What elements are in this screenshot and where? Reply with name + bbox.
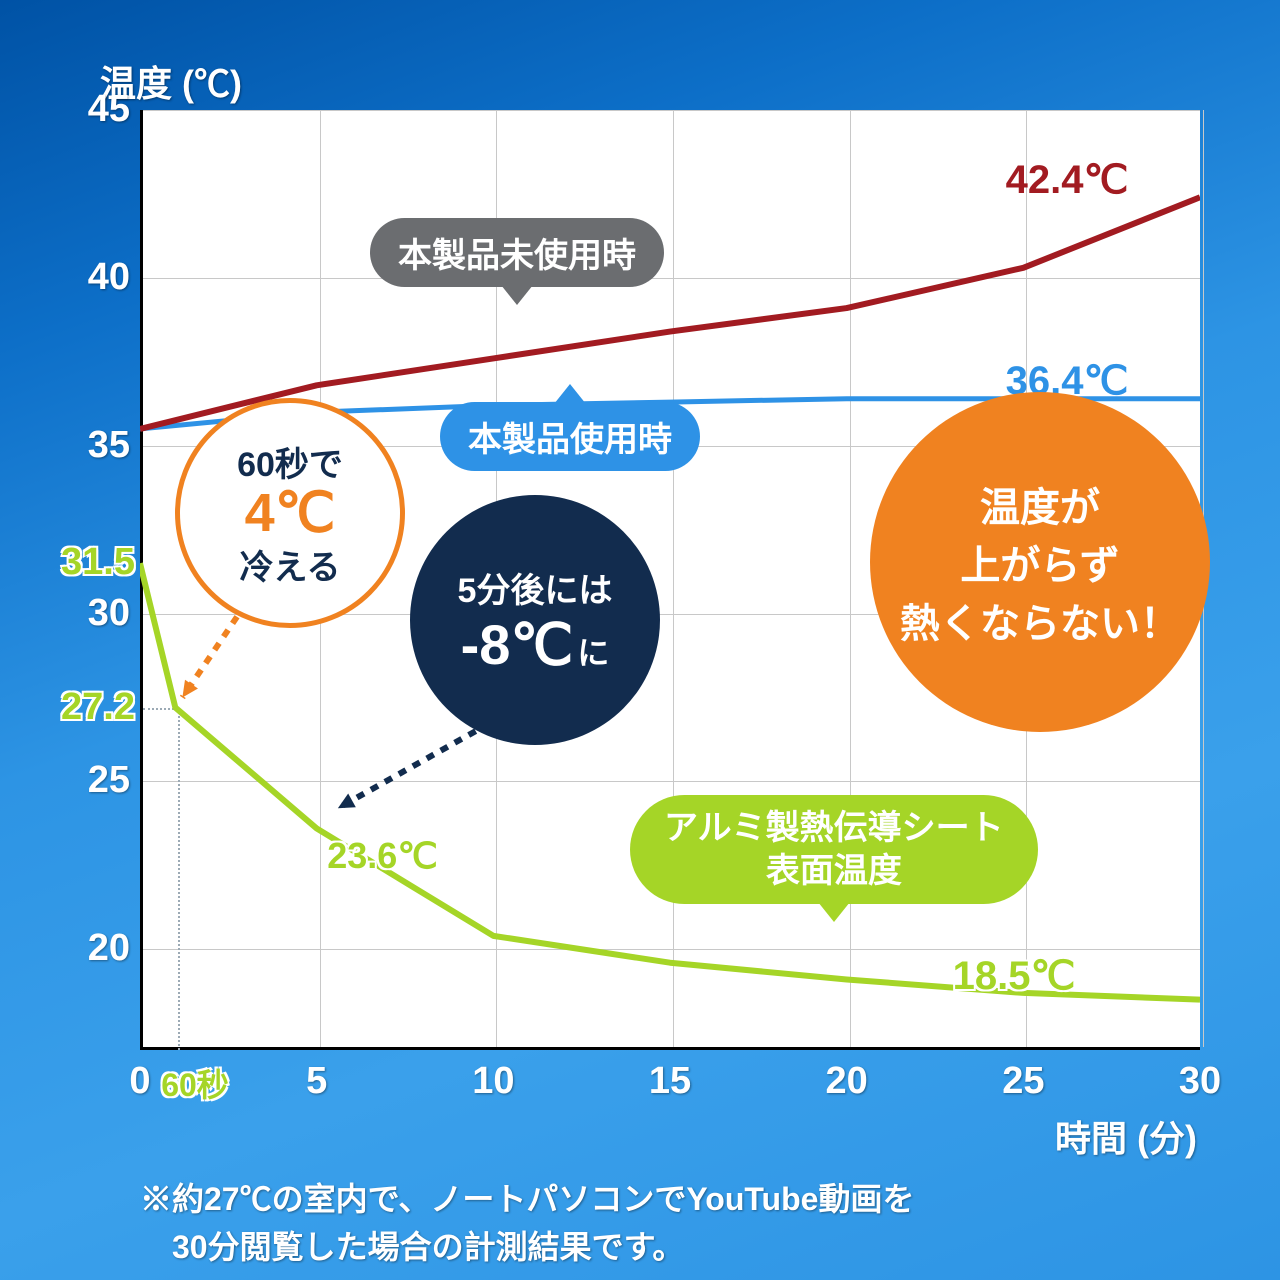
callout-5min-line1: 5分後には bbox=[458, 563, 613, 612]
callout-60sec-line2: 4℃ bbox=[245, 486, 336, 540]
end-label-green: 18.5℃ bbox=[953, 953, 1076, 999]
xtick: 10 bbox=[463, 1060, 523, 1103]
legend-pill-green: アルミ製熱伝導シート表面温度 bbox=[630, 795, 1038, 904]
callout-5min: 5分後には -8℃ に bbox=[410, 495, 660, 745]
ytick: 35 bbox=[50, 424, 130, 467]
arrow-navy-head bbox=[338, 794, 356, 809]
end-label-red: 42.4℃ bbox=[1006, 157, 1129, 203]
ytick: 20 bbox=[50, 927, 130, 970]
mid-label-green: 23.6℃ bbox=[327, 835, 438, 877]
callout-not-hot-line3: 熱くならない！ bbox=[900, 591, 1180, 649]
ytick: 40 bbox=[50, 256, 130, 299]
xtick: 25 bbox=[993, 1060, 1053, 1103]
ytick-green-315: 31.5 bbox=[45, 541, 135, 584]
legend-pill-red-text: 本製品未使用時 bbox=[398, 237, 636, 275]
callout-not-hot-line1: 温度が bbox=[980, 475, 1100, 533]
callout-60sec-line1: 60秒で bbox=[237, 437, 343, 486]
callout-not-hot-line2: 上がらず bbox=[960, 533, 1119, 591]
xtick: 15 bbox=[640, 1060, 700, 1103]
xtick: 5 bbox=[287, 1060, 347, 1103]
callout-60sec-line3: 冷える bbox=[240, 540, 341, 589]
callout-5min-main: -8℃ bbox=[461, 612, 574, 678]
ytick-green-272: 27.2 bbox=[45, 686, 135, 729]
xtick: 30 bbox=[1170, 1060, 1230, 1103]
arrow-orange bbox=[182, 604, 246, 698]
legend-pill-blue: 本製品使用時 bbox=[440, 402, 700, 471]
footnote: ※約27℃の室内で、ノートパソコンでYouTube動画を 30分閲覧した場合の計… bbox=[140, 1175, 1220, 1271]
xtick-60sec: 60秒 bbox=[161, 1060, 229, 1106]
ytick: 30 bbox=[50, 592, 130, 635]
callout-60sec: 60秒で 4℃ 冷える bbox=[175, 398, 405, 628]
legend-pill-green-text: アルミ製熱伝導シート表面温度 bbox=[664, 809, 1004, 890]
callout-5min-suffix: に bbox=[577, 628, 609, 674]
ytick: 25 bbox=[50, 759, 130, 802]
xtick: 20 bbox=[817, 1060, 877, 1103]
callout-not-hot: 温度が 上がらず 熱くならない！ bbox=[870, 392, 1210, 732]
legend-pill-red: 本製品未使用時 bbox=[370, 218, 664, 287]
arrow-navy bbox=[338, 731, 476, 808]
ytick: 45 bbox=[50, 88, 130, 131]
legend-pill-blue-text: 本製品使用時 bbox=[468, 421, 672, 459]
x-axis-title: 時間 (分) bbox=[1055, 1110, 1197, 1162]
